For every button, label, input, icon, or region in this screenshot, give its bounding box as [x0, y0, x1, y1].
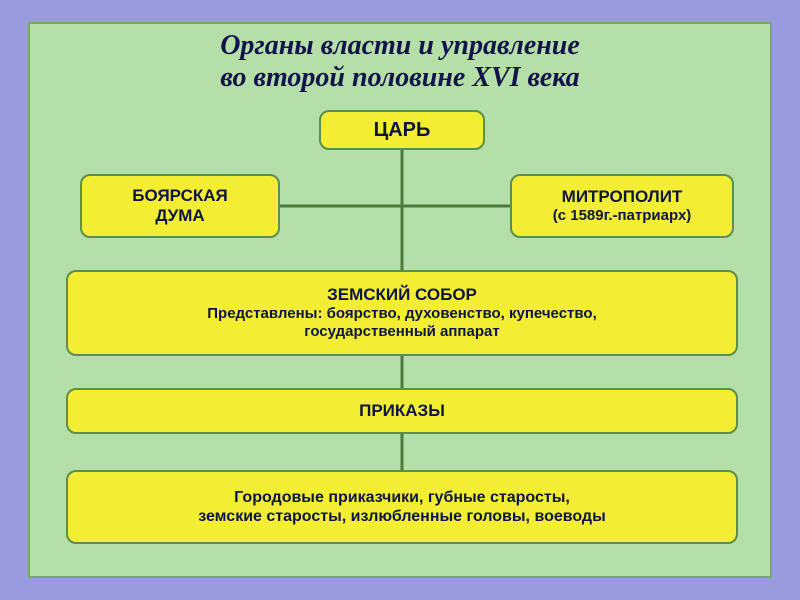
node-prikazy: ПРИКАЗЫ	[66, 388, 738, 434]
diagram-panel: Органы власти и управление во второй пол…	[28, 22, 772, 578]
zemsky-line2: Представлены: боярство, духовенство, куп…	[207, 305, 597, 323]
node-tsar: ЦАРЬ	[319, 110, 485, 150]
node-tsar-label: ЦАРЬ	[374, 118, 431, 142]
zemsky-title: ЗЕМСКИЙ СОБОР	[327, 285, 477, 305]
node-boyar-duma: БОЯРСКАЯ ДУМА	[80, 174, 280, 238]
title-line2: во второй половине XVI века	[50, 62, 750, 94]
prikazy-label: ПРИКАЗЫ	[359, 401, 445, 421]
local-line2: земские старосты, излюбленные головы, во…	[198, 507, 606, 526]
boyar-line1: БОЯРСКАЯ	[132, 186, 228, 206]
title-line1: Органы власти и управление	[50, 30, 750, 62]
mitropolit-line1: МИТРОПОЛИТ	[562, 187, 683, 207]
node-local-officials: Городовые приказчики, губные старосты, з…	[66, 470, 738, 544]
boyar-line2: ДУМА	[155, 206, 204, 226]
node-zemsky-sobor: ЗЕМСКИЙ СОБОР Представлены: боярство, ду…	[66, 270, 738, 356]
local-line1: Городовые приказчики, губные старосты,	[234, 488, 570, 507]
node-mitropolit: МИТРОПОЛИТ (с 1589г.-патриарх)	[510, 174, 734, 238]
diagram-title: Органы власти и управление во второй пол…	[30, 24, 770, 98]
mitropolit-line2: (с 1589г.-патриарх)	[553, 207, 692, 225]
zemsky-line3: государственный аппарат	[304, 323, 499, 341]
